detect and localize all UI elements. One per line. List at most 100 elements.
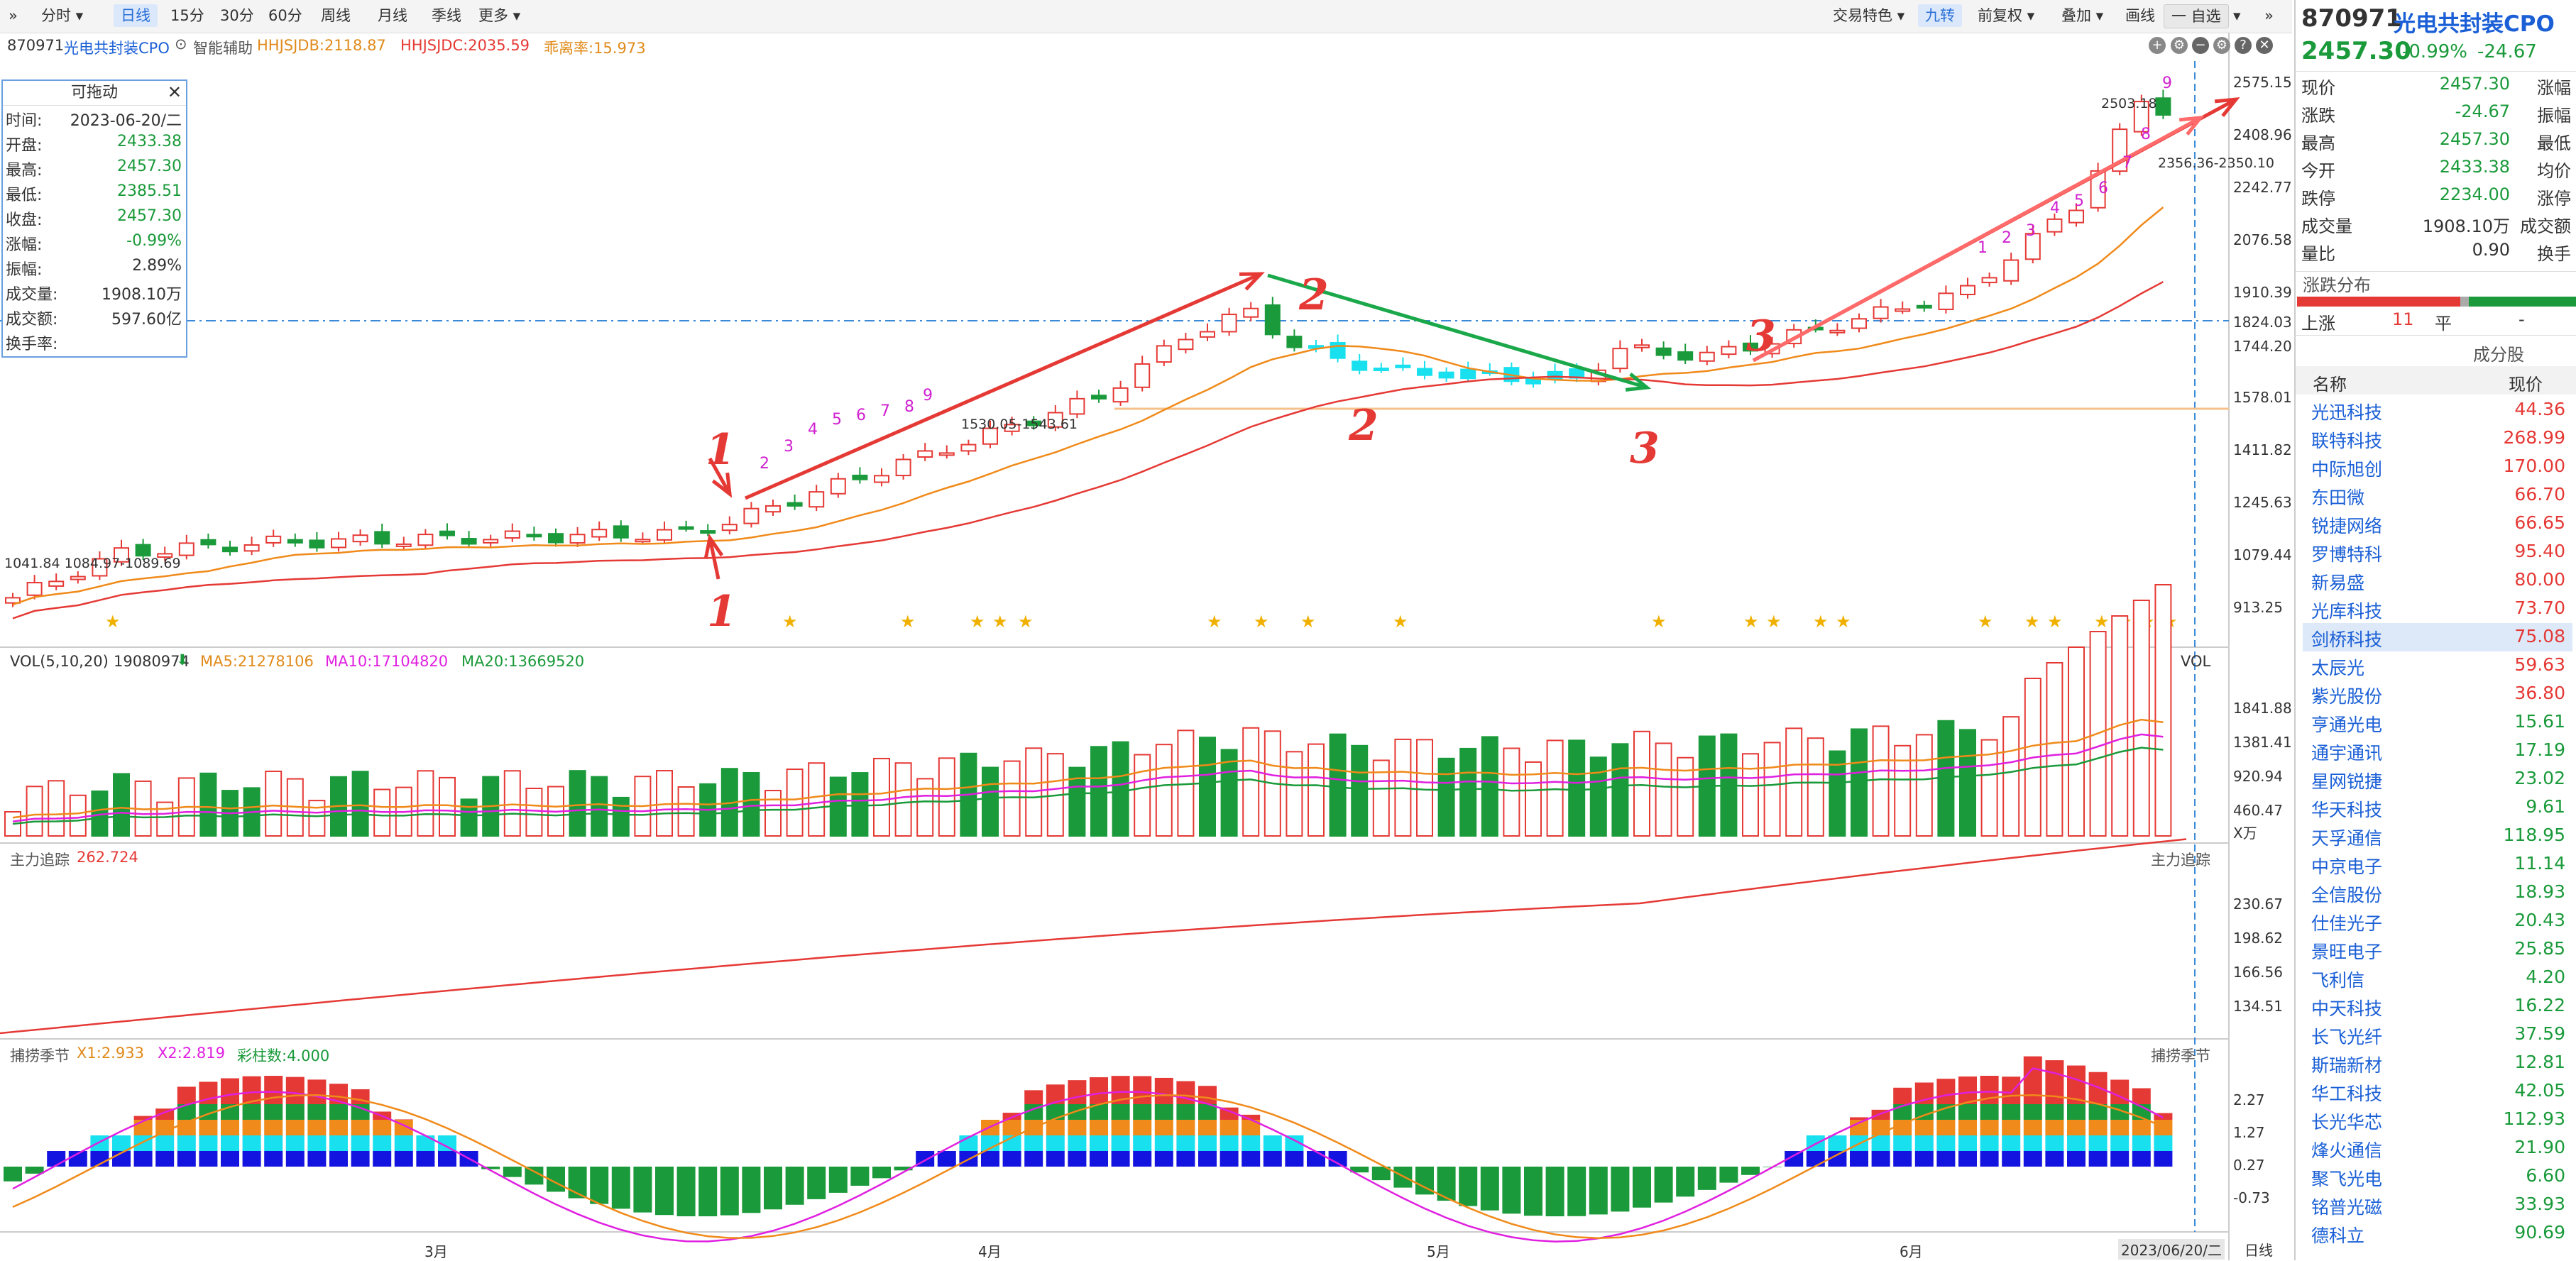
stock-name[interactable]: 光库科技: [2311, 601, 2383, 622]
stock-name[interactable]: 亨通光电: [2311, 715, 2383, 735]
stock-name[interactable]: 紫光股份: [2311, 686, 2383, 707]
stock-name[interactable]: 德科立: [2311, 1226, 2365, 1246]
list-item[interactable]: 中天科技 16.22: [2303, 992, 2572, 1020]
tab-2[interactable]: 15分: [170, 7, 204, 24]
expand-icon[interactable]: »: [2264, 7, 2274, 24]
stock-name[interactable]: 通宇通讯: [2311, 743, 2383, 764]
list-item[interactable]: 铭普光磁 33.93: [2303, 1191, 2572, 1219]
stock-name[interactable]: 联特科技: [2311, 431, 2383, 451]
list-item[interactable]: 亨通光电 15.61: [2303, 708, 2572, 737]
chevron-down-icon[interactable]: ▾: [2233, 7, 2241, 24]
list-item[interactable]: 锐捷网络 66.65: [2303, 510, 2572, 538]
info-box-title[interactable]: 可拖动: [3, 81, 186, 106]
tab-1[interactable]: 日线: [114, 4, 158, 27]
tool-tab-1[interactable]: 九转: [1918, 4, 1962, 27]
minimize-icon[interactable]: −: [2192, 37, 2209, 54]
list-item[interactable]: 中际旭创 170.00: [2303, 453, 2572, 481]
tab-5[interactable]: 周线: [321, 7, 351, 24]
tool-tab-3[interactable]: 叠加 ▾: [2061, 7, 2104, 24]
list-item[interactable]: 烽火通信 21.90: [2303, 1134, 2572, 1162]
col-price[interactable]: 现价: [2509, 375, 2543, 395]
list-item[interactable]: 仕佳光子 20.43: [2303, 907, 2572, 935]
stock-name[interactable]: 铭普光磁: [2311, 1197, 2383, 1218]
list-item[interactable]: 东田微 66.70: [2303, 481, 2572, 510]
list-item[interactable]: 华天科技 9.61: [2303, 793, 2572, 822]
settings-icon[interactable]: ⚙: [2171, 37, 2188, 54]
stock-name[interactable]: 星网锐捷: [2311, 771, 2383, 792]
quote-name[interactable]: 光电共封装CPO: [2394, 11, 2555, 37]
stock-price: 90.69: [2514, 1222, 2565, 1243]
stock-name[interactable]: 长光华芯: [2311, 1112, 2383, 1133]
stock-name[interactable]: 新易盛: [2311, 573, 2365, 593]
tab-3[interactable]: 30分: [220, 7, 254, 24]
stock-name[interactable]: 全信股份: [2311, 885, 2383, 905]
stock-name[interactable]: 太辰光: [2311, 658, 2365, 678]
dropdown-icon[interactable]: ⊙: [175, 35, 187, 53]
stock-name[interactable]: 烽火通信: [2311, 1140, 2383, 1161]
list-item[interactable]: 天孚通信 118.95: [2303, 822, 2572, 850]
gear-icon[interactable]: ⚙: [2213, 37, 2230, 54]
tab-6[interactable]: 月线: [378, 7, 407, 24]
list-item[interactable]: 联特科技 268.99: [2303, 424, 2572, 453]
list-item[interactable]: 剑桥科技 75.08: [2303, 623, 2572, 651]
stock-name[interactable]: 华工科技: [2311, 1084, 2383, 1104]
col-name[interactable]: 名称: [2313, 375, 2347, 395]
stock-name[interactable]: 东田微: [2311, 488, 2365, 508]
list-item[interactable]: 光库科技 73.70: [2303, 595, 2572, 623]
tool-tab-2[interactable]: 前复权 ▾: [1978, 7, 2035, 24]
period-label[interactable]: 日线: [2245, 1242, 2273, 1259]
close-icon[interactable]: ✕: [167, 82, 182, 102]
stock-name[interactable]: 长飞光纤: [2311, 1027, 2383, 1047]
list-item[interactable]: 通宇通讯 17.19: [2303, 737, 2572, 765]
list-item[interactable]: 罗博特科 95.40: [2303, 538, 2572, 566]
list-item[interactable]: 新易盛 80.00: [2303, 566, 2572, 595]
tab-8[interactable]: 更多 ▾: [478, 7, 521, 24]
list-item[interactable]: 华工科技 42.05: [2303, 1077, 2572, 1106]
chart-area[interactable]: 1 1 2 2 3 3 1041.84 1084.97-1089.69 1530.05-154…: [0, 33, 2292, 1260]
close-icon[interactable]: ✕: [2256, 37, 2273, 54]
stock-name[interactable]: 天孚通信: [2311, 828, 2383, 849]
stock-name[interactable]: 聚飞光电: [2311, 1169, 2383, 1189]
list-item[interactable]: 长光华芯 112.93: [2303, 1106, 2572, 1134]
help-icon[interactable]: ?: [2235, 37, 2252, 54]
list-item[interactable]: 星网锐捷 23.02: [2303, 765, 2572, 793]
stock-name[interactable]: 中天科技: [2311, 998, 2383, 1019]
stock-name[interactable]: 飞利信: [2311, 970, 2365, 991]
list-item[interactable]: 太辰光 59.63: [2303, 651, 2572, 680]
stock-name[interactable]: 罗博特科: [2311, 544, 2383, 565]
tool-tab-4[interactable]: 画线: [2125, 7, 2155, 24]
info-box[interactable]: 可拖动 ✕ 时间: 2023-06-20/二 开盘: 2433.38 最高: 2457.3…: [1, 79, 187, 358]
candle-body: [1677, 351, 1694, 361]
list-item[interactable]: 长飞光纤 37.59: [2303, 1020, 2572, 1049]
add-icon[interactable]: +: [2149, 37, 2166, 54]
zixuan-button[interactable]: 一 自选: [2164, 4, 2229, 28]
tool-tab-0[interactable]: 交易特色 ▾: [1833, 7, 1905, 24]
assist-label[interactable]: 智能辅助: [193, 40, 253, 57]
stock-name[interactable]: 剑桥科技: [2311, 629, 2383, 650]
tab-7[interactable]: 季线: [432, 7, 461, 24]
stock-name[interactable]: 锐捷网络: [2311, 516, 2383, 536]
list-item[interactable]: 紫光股份 36.80: [2303, 680, 2572, 708]
list-item[interactable]: 光迅科技 44.36: [2303, 396, 2572, 424]
stock-name[interactable]: 中际旭创: [2311, 459, 2383, 480]
list-item[interactable]: 全信股份 18.93: [2303, 879, 2572, 907]
stock-name[interactable]: 中京电子: [2311, 857, 2383, 877]
stock-name[interactable]: 斯瑞新材: [2311, 1055, 2383, 1076]
tab-0[interactable]: 分时 ▾: [41, 7, 84, 24]
index-name[interactable]: 光电共封装CPO: [64, 40, 170, 57]
list-item[interactable]: 斯瑞新材 12.81: [2303, 1049, 2572, 1077]
list-item[interactable]: 景旺电子 25.85: [2303, 935, 2572, 964]
star-icon: ★: [1978, 612, 1993, 632]
tab-4[interactable]: 60分: [268, 7, 302, 24]
list-item[interactable]: 聚飞光电 6.60: [2303, 1162, 2572, 1191]
list-item[interactable]: 中京电子 11.14: [2303, 850, 2572, 879]
stock-name[interactable]: 华天科技: [2311, 800, 2383, 820]
stock-name[interactable]: 光迅科技: [2311, 402, 2383, 423]
stock-name[interactable]: 景旺电子: [2311, 942, 2383, 962]
list-item[interactable]: 德科立 90.69: [2303, 1219, 2572, 1248]
list-item[interactable]: 飞利信 4.20: [2303, 964, 2572, 992]
back-icon[interactable]: »: [9, 7, 18, 24]
season-bar: [1133, 1104, 1152, 1120]
stock-name[interactable]: 仕佳光子: [2311, 913, 2383, 934]
